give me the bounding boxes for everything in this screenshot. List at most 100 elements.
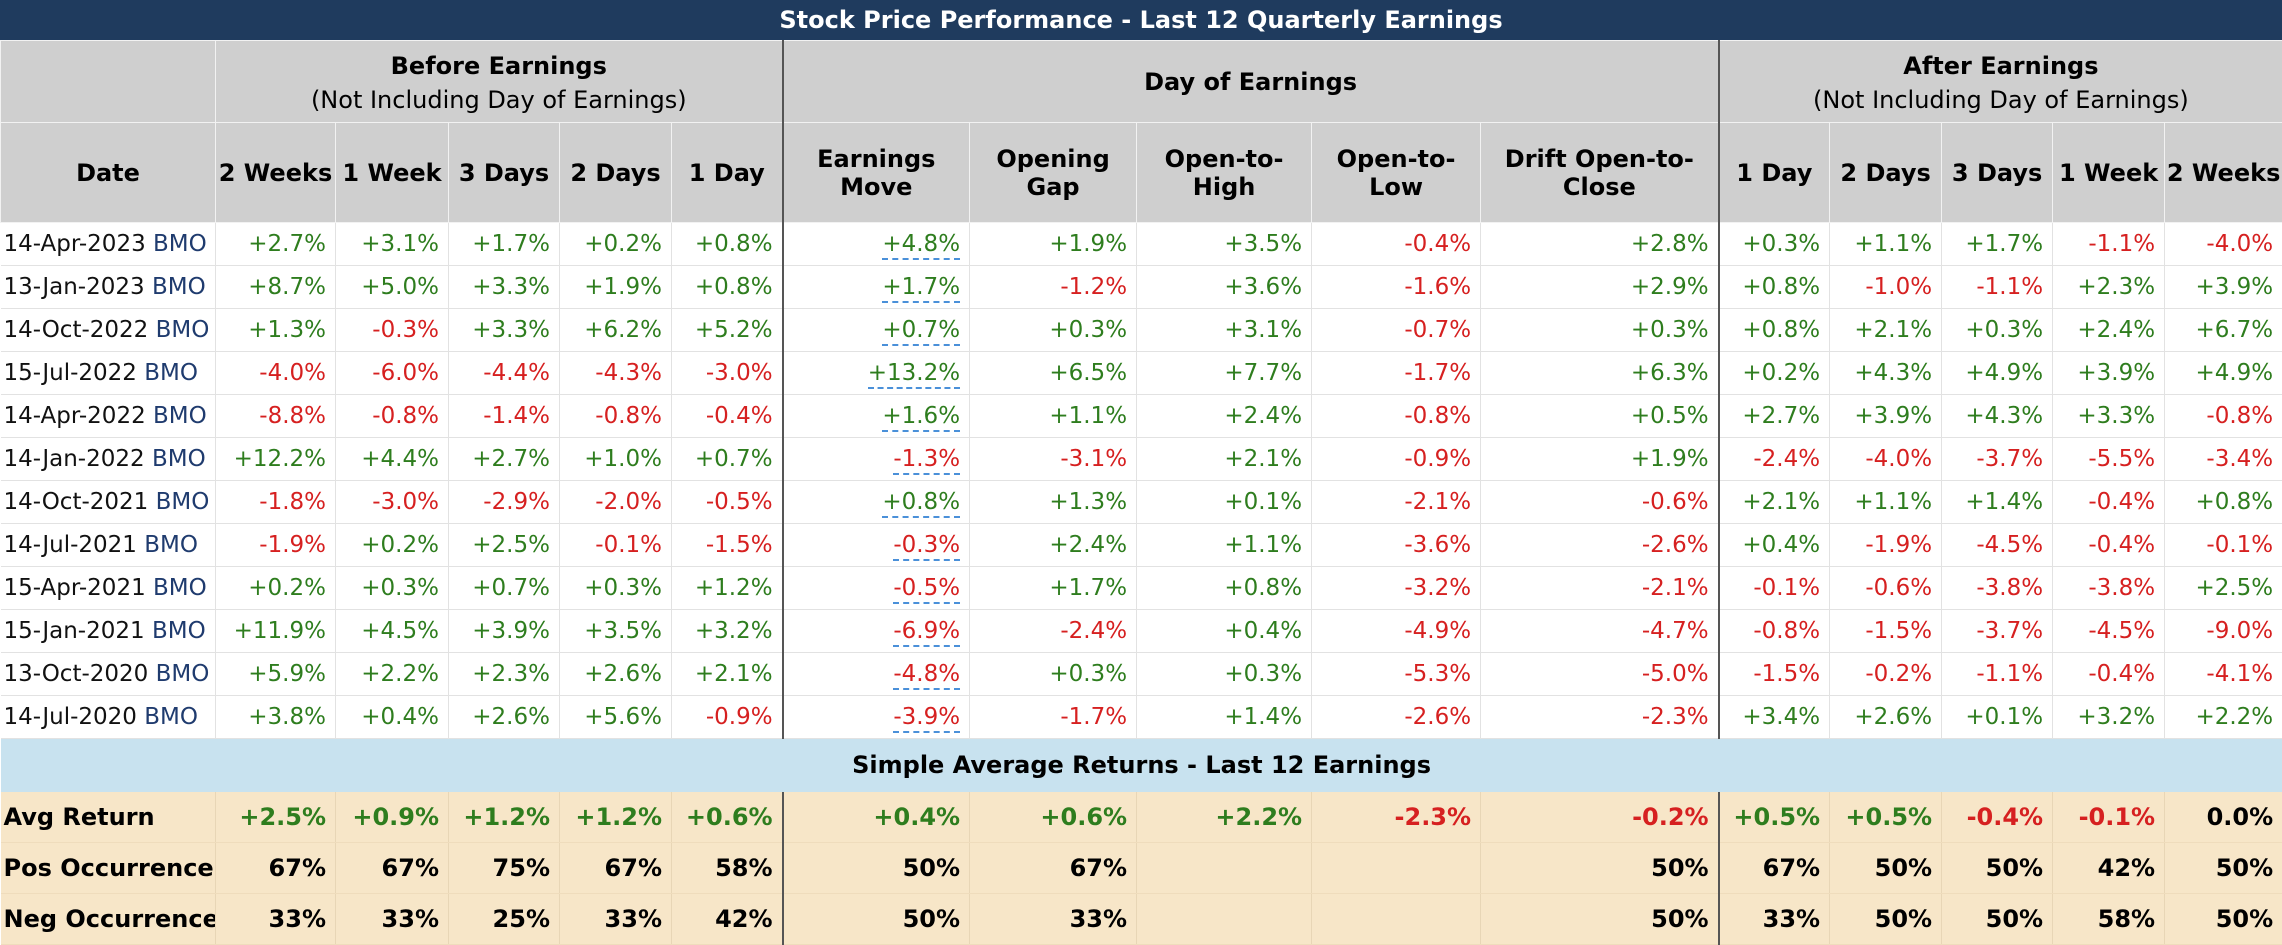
cell-value: -4.7% bbox=[1642, 618, 1709, 644]
cell-open-to-low: -0.4% bbox=[1312, 223, 1481, 266]
ticker-label: BMO bbox=[153, 231, 207, 257]
cell-value: -2.3% bbox=[1642, 704, 1709, 730]
cell-3-days: -1.1% bbox=[1942, 266, 2053, 309]
earnings-move-link[interactable]: +1.6% bbox=[882, 403, 960, 432]
summary-cell: +0.4% bbox=[783, 792, 970, 843]
cell-earnings-move[interactable]: -3.9% bbox=[783, 696, 970, 739]
cell-2-days: +2.6% bbox=[1830, 696, 1942, 739]
column-header-2-1-week: 1 Week bbox=[336, 123, 449, 223]
cell-earnings-move[interactable]: -1.3% bbox=[783, 438, 970, 481]
summary-cell: +0.5% bbox=[1830, 792, 1942, 843]
cell-value: -0.5% bbox=[706, 489, 773, 515]
cell-value: -4.9% bbox=[1404, 618, 1471, 644]
cell-value: +2.1% bbox=[1224, 446, 1302, 472]
cell-1-day: -2.4% bbox=[1719, 438, 1830, 481]
summary-cell: -0.1% bbox=[2053, 792, 2165, 843]
cell-2-days: -0.2% bbox=[1830, 653, 1942, 696]
summary-cell: 33% bbox=[970, 894, 1137, 945]
cell-earnings-move[interactable]: +0.8% bbox=[783, 481, 970, 524]
summary-cell: 67% bbox=[970, 843, 1137, 894]
cell-3-days: +3.9% bbox=[449, 610, 560, 653]
cell-2-weeks: -8.8% bbox=[216, 395, 336, 438]
cell-value: -0.8% bbox=[1753, 618, 1820, 644]
cell-2-weeks: +6.7% bbox=[2165, 309, 2282, 352]
cell-value: -3.7% bbox=[1976, 446, 2043, 472]
cell-1-day: +0.3% bbox=[1719, 223, 1830, 266]
summary-value: 67% bbox=[1070, 854, 1127, 882]
cell-value: -0.8% bbox=[1404, 403, 1471, 429]
cell-2-weeks: +2.5% bbox=[2165, 567, 2282, 610]
row-date: 15-Jul-2022 BMO bbox=[1, 352, 216, 395]
cell-2-weeks: -0.1% bbox=[2165, 524, 2282, 567]
column-header-13-3-days: 3 Days bbox=[1942, 123, 2053, 223]
summary-title: Simple Average Returns - Last 12 Earning… bbox=[1, 739, 2282, 792]
table-row: 15-Apr-2021 BMO+0.2%+0.3%+0.7%+0.3%+1.2%… bbox=[1, 567, 2282, 610]
cell-value: -4.5% bbox=[2088, 618, 2155, 644]
earnings-move-link[interactable]: -6.9% bbox=[893, 618, 960, 647]
earnings-move-link[interactable]: +4.8% bbox=[882, 231, 960, 260]
cell-1-day: +0.7% bbox=[672, 438, 783, 481]
cell-2-weeks: -0.8% bbox=[2165, 395, 2282, 438]
cell-value: -0.9% bbox=[1404, 446, 1471, 472]
cell-value: +1.9% bbox=[1631, 446, 1709, 472]
summary-value: 75% bbox=[493, 854, 550, 882]
summary-cell: 50% bbox=[783, 843, 970, 894]
cell-drift-open-to-close: +0.5% bbox=[1481, 395, 1719, 438]
earnings-move-link[interactable]: -4.8% bbox=[893, 661, 960, 690]
cell-open-to-low: -3.2% bbox=[1312, 567, 1481, 610]
earnings-move-link[interactable]: +0.8% bbox=[882, 489, 960, 518]
summary-value: 33% bbox=[605, 905, 662, 933]
cell-1-week: +2.4% bbox=[2053, 309, 2165, 352]
cell-1-day: -0.8% bbox=[1719, 610, 1830, 653]
cell-earnings-move[interactable]: -0.5% bbox=[783, 567, 970, 610]
cell-1-day: -0.9% bbox=[672, 696, 783, 739]
cell-value: -0.6% bbox=[1642, 489, 1709, 515]
cell-earnings-move[interactable]: -4.8% bbox=[783, 653, 970, 696]
row-date: 14-Apr-2023 BMO bbox=[1, 223, 216, 266]
cell-opening-gap: +0.3% bbox=[970, 653, 1137, 696]
cell-opening-gap: -2.4% bbox=[970, 610, 1137, 653]
earnings-move-link[interactable]: -1.3% bbox=[893, 446, 960, 475]
cell-drift-open-to-close: +1.9% bbox=[1481, 438, 1719, 481]
cell-2-days: -0.1% bbox=[560, 524, 672, 567]
cell-earnings-move[interactable]: +13.2% bbox=[783, 352, 970, 395]
summary-value: 42% bbox=[715, 905, 772, 933]
cell-value: -2.9% bbox=[483, 489, 550, 515]
earnings-move-link[interactable]: -3.9% bbox=[893, 704, 960, 733]
cell-open-to-low: -4.9% bbox=[1312, 610, 1481, 653]
cell-value: +4.4% bbox=[361, 446, 439, 472]
summary-value: +0.6% bbox=[1040, 803, 1127, 831]
earnings-move-link[interactable]: -0.5% bbox=[893, 575, 960, 604]
cell-value: +1.9% bbox=[1049, 231, 1127, 257]
summary-cell: 58% bbox=[672, 843, 783, 894]
earnings-move-link[interactable]: +0.7% bbox=[882, 317, 960, 346]
cell-earnings-move[interactable]: -6.9% bbox=[783, 610, 970, 653]
table-row: 13-Jan-2023 BMO+8.7%+5.0%+3.3%+1.9%+0.8%… bbox=[1, 266, 2282, 309]
cell-earnings-move[interactable]: +4.8% bbox=[783, 223, 970, 266]
summary-value: +0.4% bbox=[873, 803, 960, 831]
cell-2-weeks: -3.4% bbox=[2165, 438, 2282, 481]
cell-opening-gap: +6.5% bbox=[970, 352, 1137, 395]
earnings-move-link[interactable]: +1.7% bbox=[882, 274, 960, 303]
summary-value: +0.5% bbox=[1845, 803, 1932, 831]
row-date: 14-Oct-2022 BMO bbox=[1, 309, 216, 352]
cell-earnings-move[interactable]: +0.7% bbox=[783, 309, 970, 352]
earnings-move-link[interactable]: -0.3% bbox=[893, 532, 960, 561]
table-row: 15-Jan-2021 BMO+11.9%+4.5%+3.9%+3.5%+3.2… bbox=[1, 610, 2282, 653]
summary-cell: -0.4% bbox=[1942, 792, 2053, 843]
cell-value: +1.2% bbox=[695, 575, 773, 601]
cell-value: +0.2% bbox=[361, 532, 439, 558]
earnings-move-link[interactable]: +13.2% bbox=[868, 360, 960, 389]
cell-1-week: +3.2% bbox=[2053, 696, 2165, 739]
cell-opening-gap: -3.1% bbox=[970, 438, 1137, 481]
cell-earnings-move[interactable]: +1.7% bbox=[783, 266, 970, 309]
cell-earnings-move[interactable]: -0.3% bbox=[783, 524, 970, 567]
summary-value: 58% bbox=[715, 854, 772, 882]
cell-earnings-move[interactable]: +1.6% bbox=[783, 395, 970, 438]
row-date: 15-Apr-2021 BMO bbox=[1, 567, 216, 610]
cell-value: -0.8% bbox=[372, 403, 439, 429]
cell-2-weeks: +3.9% bbox=[2165, 266, 2282, 309]
summary-value: 50% bbox=[1986, 905, 2043, 933]
cell-value: +2.7% bbox=[248, 231, 326, 257]
